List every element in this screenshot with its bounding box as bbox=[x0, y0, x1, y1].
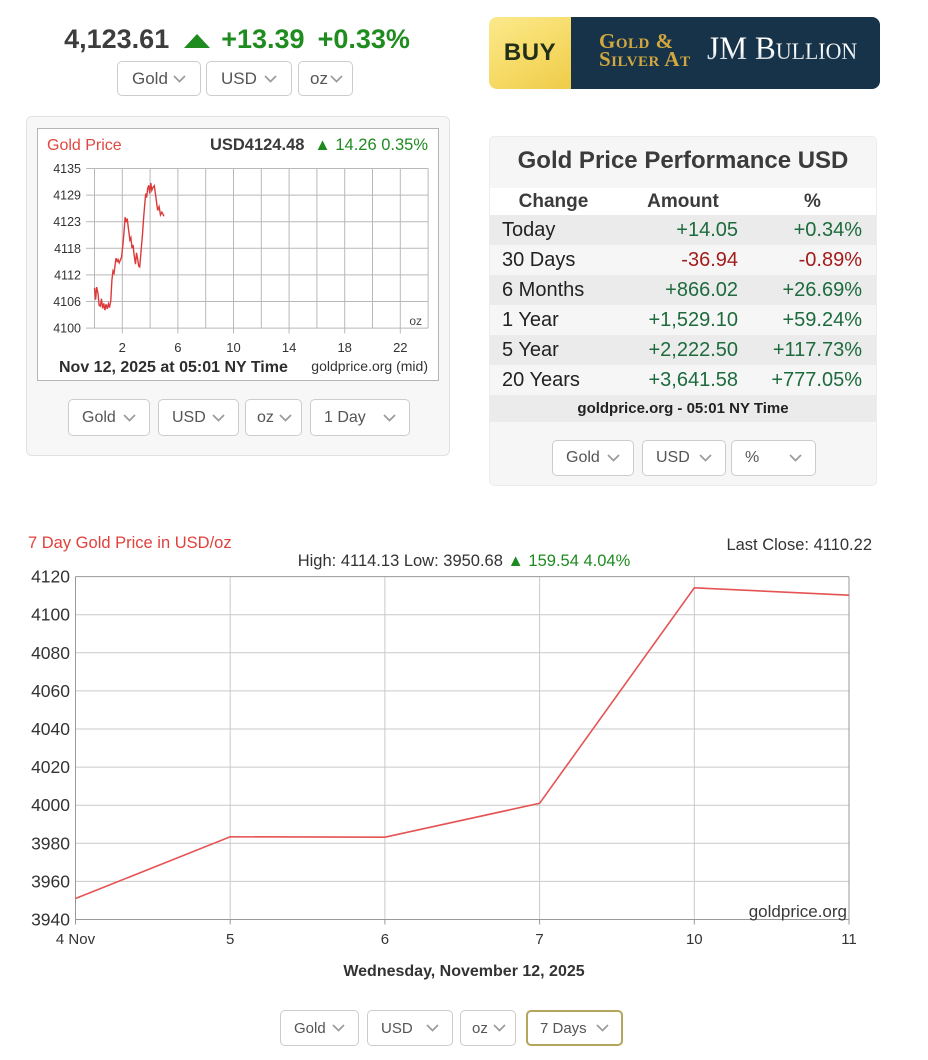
svg-text:4129: 4129 bbox=[53, 189, 81, 203]
svg-text:4080: 4080 bbox=[31, 643, 70, 663]
svg-text:4112: 4112 bbox=[54, 268, 81, 282]
svg-text:10: 10 bbox=[226, 340, 240, 355]
svg-text:Gold Price: Gold Price bbox=[47, 137, 122, 154]
svg-text:goldprice.org (mid): goldprice.org (mid) bbox=[311, 358, 428, 374]
svg-text:22: 22 bbox=[393, 340, 407, 355]
svg-text:4000: 4000 bbox=[31, 795, 70, 815]
svg-text:4118: 4118 bbox=[54, 242, 81, 256]
svg-text:7: 7 bbox=[535, 931, 543, 948]
svg-text:4123: 4123 bbox=[53, 215, 81, 229]
svg-text:6: 6 bbox=[381, 931, 389, 948]
svg-text:4040: 4040 bbox=[31, 719, 70, 739]
svg-text:4100: 4100 bbox=[53, 322, 81, 336]
svg-text:4 Nov: 4 Nov bbox=[56, 931, 96, 948]
svg-text:4100: 4100 bbox=[31, 605, 70, 625]
svg-text:4060: 4060 bbox=[31, 681, 70, 701]
svg-text:oz: oz bbox=[409, 314, 422, 328]
svg-text:3980: 3980 bbox=[31, 833, 70, 853]
svg-text:11: 11 bbox=[841, 931, 857, 948]
svg-text:4106: 4106 bbox=[53, 295, 81, 309]
svg-text:USD4124.48▲ 14.26 0.35%: USD4124.48 ▲ 14.26 0.35% bbox=[210, 136, 428, 154]
svg-text:14: 14 bbox=[282, 340, 296, 355]
svg-text:3960: 3960 bbox=[31, 871, 70, 891]
svg-text:3940: 3940 bbox=[31, 910, 70, 930]
svg-text:4120: 4120 bbox=[31, 567, 70, 587]
svg-text:4135: 4135 bbox=[53, 162, 81, 176]
svg-text:goldprice.org: goldprice.org bbox=[749, 902, 847, 921]
svg-text:5: 5 bbox=[226, 931, 234, 948]
svg-text:10: 10 bbox=[686, 931, 703, 948]
svg-text:18: 18 bbox=[337, 340, 351, 355]
svg-text:4020: 4020 bbox=[31, 757, 70, 777]
svg-text:6: 6 bbox=[174, 340, 181, 355]
svg-text:2: 2 bbox=[119, 340, 126, 355]
svg-text:Nov 12, 2025 at 05:01 NY Time: Nov 12, 2025 at 05:01 NY Time bbox=[59, 359, 288, 376]
